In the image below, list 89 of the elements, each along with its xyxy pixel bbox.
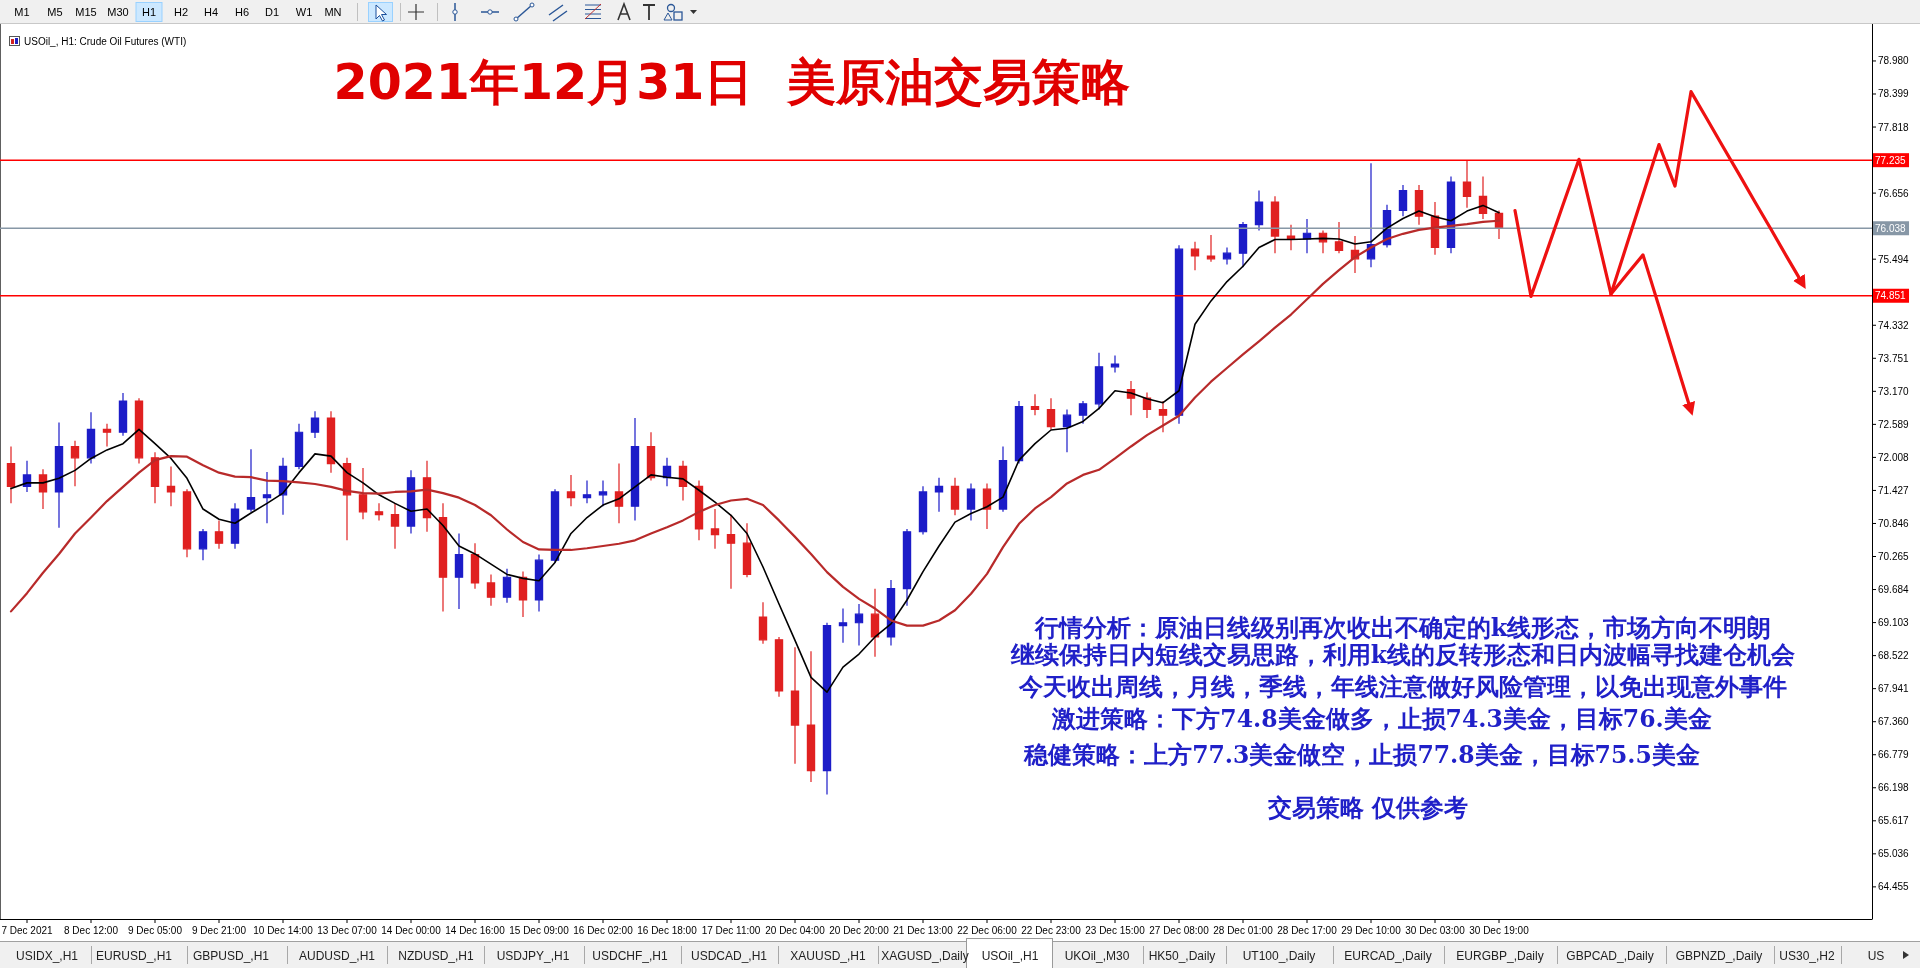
tab-label: USDCAD_,H1 <box>691 949 767 963</box>
y-tick-label: 75.494 <box>1878 253 1909 265</box>
annotation: 激进策略：下方74.8美金做多，止损74.3美金，目标76.美金 <box>1052 705 1712 733</box>
x-tick-label: 13 Dec 07:00 <box>317 924 377 936</box>
tab-label: USOil_,H1 <box>981 949 1039 963</box>
toolbar-label: W1 <box>295 6 313 18</box>
annotation: 今天收出周线，月线，季线，年线注意做好风险管理，以免出现意外事件 <box>1019 673 1787 701</box>
toolbar-label: MN <box>324 6 342 18</box>
y-tick-label: 66.198 <box>1878 782 1909 794</box>
tab-label: GBPUSD_,H1 <box>193 949 269 963</box>
y-tick-label: 70.265 <box>1878 551 1909 562</box>
tab-label: EURCAD_,Daily <box>1344 949 1432 963</box>
x-tick-label: 16 Dec 18:00 <box>637 924 697 936</box>
title: 2021年12月31日 美原油交易策略 <box>333 53 1131 111</box>
y-tick-label: 67.941 <box>1878 683 1909 695</box>
y-tick-label: 69.103 <box>1878 617 1909 629</box>
y-tick-label: 73.751 <box>1878 352 1909 364</box>
x-tick-label: 20 Dec 20:00 <box>829 924 889 936</box>
x-tick-label: 16 Dec 02:00 <box>573 924 633 936</box>
tab-label: GBPCAD_,Daily <box>1566 949 1654 963</box>
y-tick-label: 69.684 <box>1878 584 1909 596</box>
toolbar-label: H2 <box>173 6 189 18</box>
tab-label: HK50_,Daily <box>1148 949 1216 963</box>
x-tick-label: 14 Dec 00:00 <box>381 924 441 936</box>
toolbar-label: M30 <box>107 6 129 18</box>
annotation: 继续保持日内短线交易思路，利用k线的反转形态和日内波幅寻找建仓机会 <box>1010 641 1796 669</box>
y-tick-label: 64.455 <box>1878 881 1909 893</box>
x-tick-label: 29 Dec 10:00 <box>1341 924 1401 936</box>
tab-label: USIDX_,H1 <box>16 949 78 963</box>
x-tick-label: 9 Dec 05:00 <box>128 924 182 936</box>
x-tick-label: 15 Dec 09:00 <box>509 924 569 936</box>
y-tick-label: 78.399 <box>1878 88 1909 100</box>
annotation: 交易策略 仅供参考 <box>1267 794 1469 822</box>
tab-label: NZDUSD_,H1 <box>398 949 474 963</box>
tab-label: US30_,H2 <box>1779 949 1835 963</box>
y-tick-label: 72.008 <box>1878 451 1909 463</box>
toolbar-label: H1 <box>141 6 157 18</box>
toolbar-label: M1 <box>14 6 30 18</box>
y-tick-label: 65.617 <box>1878 815 1909 827</box>
x-tick-label: 8 Dec 12:00 <box>64 924 118 936</box>
toolbar-label: H6 <box>234 6 250 18</box>
x-tick-label: 17 Dec 11:00 <box>701 924 761 936</box>
y-tick-label: 68.522 <box>1878 650 1909 662</box>
x-tick-label: 10 Dec 14:00 <box>253 924 313 936</box>
y-tick-label: 78.980 <box>1878 55 1909 67</box>
toolbar-label: M5 <box>47 6 63 18</box>
toolbar-label: H4 <box>203 6 219 18</box>
ref-label: 77.235 <box>1875 154 1906 166</box>
annotation: 稳健策略：上方77.3美金做空，止损77.8美金，目标75.5美金 <box>1024 741 1700 769</box>
x-tick-label: 27 Dec 08:00 <box>1149 924 1209 936</box>
y-tick-label: 66.779 <box>1878 749 1909 761</box>
tab-label: UT100_,Daily <box>1242 949 1316 963</box>
y-tick-label: 74.332 <box>1878 319 1909 331</box>
x-tick-label: 9 Dec 21:00 <box>192 924 246 936</box>
ref-label: 74.851 <box>1875 290 1906 302</box>
tab-label: XAGUSD_,Daily <box>881 949 969 963</box>
annotation: 行情分析：原油日线级别再次收出不确定的k线形态，市场方向不明朗 <box>1034 612 1772 642</box>
x-tick-label: 20 Dec 04:00 <box>765 924 825 936</box>
tab-label: EURGBP_,Daily <box>1456 949 1544 963</box>
y-tick-label: 65.036 <box>1878 848 1909 860</box>
x-tick-label: 30 Dec 19:00 <box>1469 924 1529 936</box>
tab-label: USDCHF_,H1 <box>592 949 668 963</box>
tab-label: US <box>1867 949 1885 963</box>
y-tick-label: 76.656 <box>1878 187 1909 199</box>
y-tick-label: 73.170 <box>1878 385 1909 397</box>
x-tick-label: 14 Dec 16:00 <box>445 924 505 936</box>
y-tick-label: 71.427 <box>1878 484 1909 496</box>
tab-label: EURUSD_,H1 <box>96 949 172 963</box>
subtitle: USOil_, H1: Crude Oil Futures (WTI) <box>24 35 187 47</box>
x-tick-label: 22 Dec 23:00 <box>1021 924 1081 936</box>
tab-label: XAUUSD_,H1 <box>790 949 866 963</box>
toolbar-label: M15 <box>75 6 97 18</box>
ref-label: 76.038 <box>1875 222 1906 234</box>
y-tick-label: 77.818 <box>1878 121 1909 133</box>
toolbar-label: D1 <box>264 6 280 18</box>
x-tick-label: 22 Dec 06:00 <box>957 924 1017 936</box>
y-tick-label: 70.846 <box>1878 517 1909 529</box>
x-tick-label: 21 Dec 13:00 <box>893 924 953 936</box>
tab-label: GBPNZD_,Daily <box>1675 949 1763 963</box>
tab-label: UKOil_,M30 <box>1064 949 1130 963</box>
x-tick-label: 28 Dec 01:00 <box>1213 924 1273 936</box>
x-tick-label: 28 Dec 17:00 <box>1277 924 1337 936</box>
y-tick-label: 67.360 <box>1878 716 1909 728</box>
x-tick-label: 23 Dec 15:00 <box>1085 924 1145 936</box>
x-tick-label: 7 Dec 2021 <box>1 924 53 936</box>
tab-label: AUDUSD_,H1 <box>299 949 375 963</box>
tab-label: USDJPY_,H1 <box>496 949 570 963</box>
y-tick-label: 72.589 <box>1878 418 1909 430</box>
x-tick-label: 30 Dec 03:00 <box>1405 924 1465 936</box>
